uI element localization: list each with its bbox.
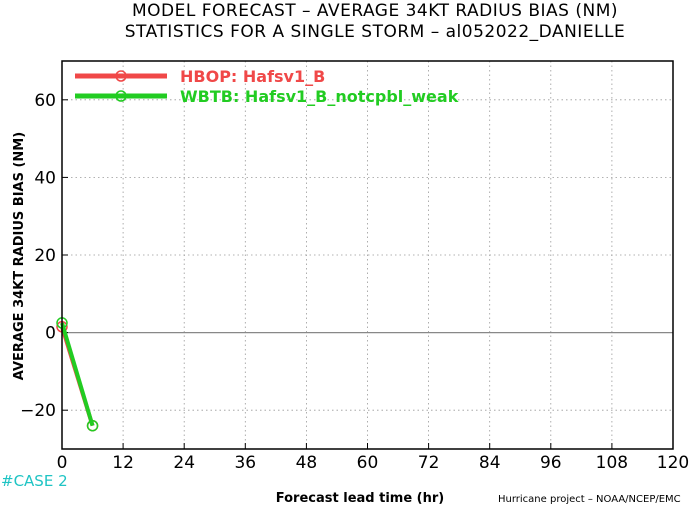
- y-tick-label: 0: [45, 324, 56, 344]
- y-tick-label: 60: [34, 91, 56, 111]
- data-point: [86, 419, 99, 432]
- x-tick-label: 0: [57, 453, 68, 473]
- y-tick-label: −20: [20, 401, 56, 421]
- y-tick-label: 40: [34, 168, 56, 188]
- x-tick-label: 96: [540, 453, 562, 473]
- legend-label: HBOP: Hafsv1_B: [180, 67, 325, 86]
- credit-label: Hurricane project – NOAA/NCEP/EMC: [498, 494, 681, 505]
- y-axis-label: AVERAGE 34KT RADIUS BIAS (NM): [12, 132, 27, 380]
- x-tick-label: 84: [479, 453, 501, 473]
- x-tick-label: 24: [173, 453, 195, 473]
- x-tick-label: 120: [657, 453, 689, 473]
- chart-title-line2: STATISTICS FOR A SINGLE STORM – al052022…: [125, 22, 626, 42]
- legend-marker: [115, 90, 127, 102]
- x-tick-label: 72: [418, 453, 440, 473]
- series-line: [60, 322, 95, 427]
- series-layer: [56, 317, 99, 432]
- x-tick-label: 12: [112, 453, 134, 473]
- x-tick-label: 108: [596, 453, 628, 473]
- x-tick-label: 36: [234, 453, 256, 473]
- plot-frame: [61, 60, 674, 450]
- x-tick-label: 60: [357, 453, 379, 473]
- x-axis-label: Forecast lead time (hr): [276, 491, 444, 506]
- legend-entry-1: HBOP: Hafsv1_B: [75, 67, 325, 86]
- legend-entry-2: WBTB: Hafsv1_B_notcpbl_weak: [75, 87, 459, 106]
- y-tick-label: 20: [34, 246, 56, 266]
- legend-marker: [115, 70, 127, 82]
- x-tick-label: 48: [296, 453, 318, 473]
- chart-title-line1: MODEL FORECAST – AVERAGE 34KT RADIUS BIA…: [132, 1, 618, 21]
- case-label: #CASE 2: [1, 472, 68, 490]
- tick-labels: 0 12 24 36 48 60 72 84 96 108 120 −20 0 20 40 60: [20, 91, 689, 473]
- grid: [62, 61, 673, 449]
- legend-label: WBTB: Hafsv1_B_notcpbl_weak: [180, 87, 459, 106]
